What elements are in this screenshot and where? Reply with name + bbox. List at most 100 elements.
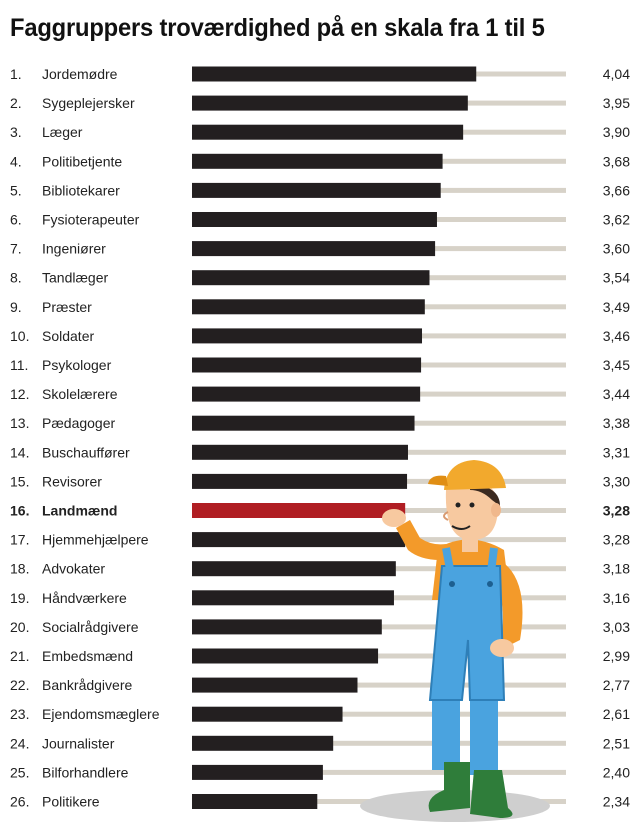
bar (192, 153, 443, 169)
chart-row: 22. Bankrådgivere 2,77 (10, 677, 630, 693)
value-label: 2,77 (603, 677, 630, 693)
chart-row: 14. Buschauffører 3,31 (10, 444, 630, 460)
bar (192, 735, 334, 751)
farmer-smile (451, 525, 471, 530)
farmer-ear (491, 503, 501, 517)
chart-row: 1. Jordemødre 4,04 (10, 66, 630, 82)
category-label: Sygeplejersker (42, 95, 135, 111)
chart-row: 24. Journalister 2,51 (10, 735, 630, 751)
chart-row: 2. Sygeplejersker 3,95 (10, 95, 630, 111)
bar (192, 764, 323, 780)
value-label: 3,45 (603, 357, 630, 373)
chart-row: 23. Ejendomsmæglere 2,61 (10, 706, 630, 722)
category-label: Revisorer (42, 473, 102, 489)
bar (192, 124, 464, 140)
farmer-raised-arm (396, 520, 446, 560)
category-label: Bilforhandlere (42, 764, 129, 780)
category-label: Tandlæger (42, 270, 108, 286)
value-label: 2,61 (603, 706, 630, 722)
rank-label: 24. (10, 735, 29, 751)
rank-label: 9. (10, 299, 22, 315)
bar (192, 532, 406, 548)
rank-label: 11. (10, 357, 28, 373)
chart-row: 25. Bilforhandlere 2,40 (10, 764, 630, 780)
category-label: Skolelærere (42, 386, 118, 402)
farmer-left-leg (432, 690, 460, 770)
category-label: Bankrådgivere (42, 677, 132, 693)
chart-row: 20. Socialrådgivere 3,03 (10, 619, 630, 635)
farmer-overall-strap-right (486, 547, 498, 581)
category-label: Præster (42, 299, 92, 315)
value-label: 3,54 (603, 270, 630, 286)
chart-row: 10. Soldater 3,46 (10, 328, 630, 344)
chart-row: 19. Håndværkere 3,16 (10, 590, 630, 606)
bar (192, 241, 436, 257)
value-label: 3,95 (603, 95, 630, 111)
value-label: 3,28 (603, 532, 630, 548)
bar (192, 182, 441, 198)
value-label: 3,60 (603, 241, 630, 257)
bar-track (192, 769, 566, 775)
rank-label: 10. (10, 328, 29, 344)
rank-label: 17. (10, 532, 29, 548)
category-label: Politikere (42, 794, 100, 810)
value-label: 3,46 (603, 328, 630, 344)
rank-label: 1. (10, 66, 22, 82)
bar (192, 66, 477, 82)
category-label: Hjemmehjælpere (42, 532, 149, 548)
category-label: Læger (42, 124, 83, 140)
chart-row: 12. Skolelærere 3,44 (10, 386, 630, 402)
chart-row: 5. Bibliotekarer 3,66 (10, 182, 630, 198)
value-label: 2,51 (603, 735, 630, 751)
bar-track (192, 740, 566, 746)
value-label: 3,68 (603, 153, 630, 169)
category-label: Embedsmænd (42, 648, 133, 664)
value-label: 2,99 (603, 648, 630, 664)
value-label: 3,03 (603, 619, 630, 635)
chart-row: 18. Advokater 3,18 (10, 561, 630, 577)
chart-row: 3. Læger 3,90 (10, 124, 630, 140)
bar (192, 270, 430, 286)
category-label: Ingeniører (42, 241, 106, 257)
category-label: Fysioterapeuter (42, 212, 140, 228)
bar (192, 590, 394, 606)
farmer-cap-brim (428, 475, 448, 486)
chart-row: 8. Tandlæger 3,54 (10, 270, 630, 286)
farmer-button-right (487, 581, 493, 587)
rank-label: 15. (10, 473, 29, 489)
chart-row: 11. Psykologer 3,45 (10, 357, 630, 373)
category-label: Advokater (42, 561, 105, 577)
category-label: Landmænd (42, 503, 117, 519)
bar-rows: 1. Jordemødre 4,04 2. Sygeplejersker 3,95 3. Læ… (10, 66, 630, 810)
value-label: 3,38 (603, 415, 630, 431)
rank-label: 13. (10, 415, 29, 431)
bar (192, 444, 408, 460)
rank-label: 4. (10, 153, 22, 169)
value-label: 3,49 (603, 299, 630, 315)
farmer-overall-strap-left (442, 547, 456, 581)
farmer-nose (443, 511, 449, 521)
category-label: Soldater (42, 328, 94, 344)
category-label: Jordemødre (42, 66, 118, 82)
rank-label: 5. (10, 182, 22, 198)
rank-label: 25. (10, 764, 29, 780)
bar (192, 212, 437, 227)
bar-track (192, 682, 566, 688)
rank-label: 21. (10, 648, 29, 664)
farmer-button-left (449, 581, 455, 587)
farmer-right-boot (470, 770, 513, 818)
chart-row: 16. Landmænd 3,28 (10, 503, 630, 519)
category-label: Psykologer (42, 357, 112, 373)
chart-row: 9. Præster 3,49 (10, 299, 630, 315)
bar (192, 706, 343, 722)
category-label: Bibliotekarer (42, 182, 120, 198)
value-label: 3,16 (603, 590, 630, 606)
rank-label: 18. (10, 561, 29, 577)
rank-label: 26. (10, 794, 29, 810)
category-label: Socialrådgivere (42, 619, 139, 635)
category-label: Journalister (42, 735, 115, 751)
category-label: Håndværkere (42, 590, 127, 606)
farmer-cap (444, 460, 506, 490)
category-label: Politibetjente (42, 153, 122, 169)
chart-row: 15. Revisorer 3,30 (10, 473, 630, 489)
